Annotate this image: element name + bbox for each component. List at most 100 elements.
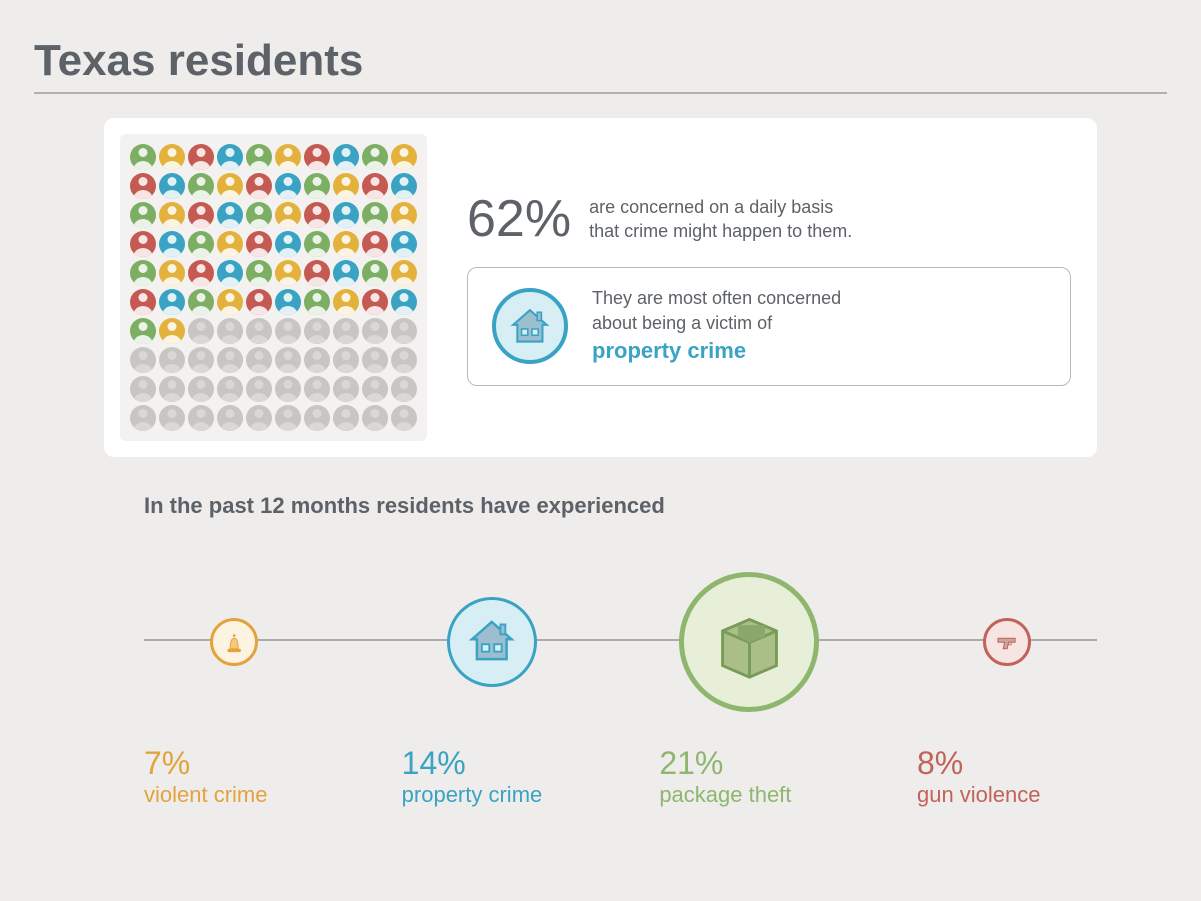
avatar-icon [188, 144, 214, 170]
avatar-icon [391, 289, 417, 315]
avatar-icon [159, 173, 185, 199]
avatar-icon [391, 202, 417, 228]
avatar-icon [159, 376, 185, 402]
avatar-icon [130, 405, 156, 431]
avatar-icon [275, 173, 301, 199]
avatar-icon [188, 260, 214, 286]
avatar-icon [246, 289, 272, 315]
avatar-icon [217, 231, 243, 257]
avatar-icon [362, 405, 388, 431]
avatar-icon [275, 376, 301, 402]
avatar-icon [362, 202, 388, 228]
avatar-icon [333, 318, 359, 344]
experience-label: 8%gun violence [917, 745, 1097, 808]
avatar-icon [217, 347, 243, 373]
avatar-icon [217, 260, 243, 286]
avatar-icon [188, 173, 214, 199]
avatar-icon [275, 231, 301, 257]
page-title: Texas residents [34, 36, 1167, 94]
avatar-icon [130, 260, 156, 286]
avatar-icon [217, 289, 243, 315]
concern-stat: 62% are concerned on a daily basis that … [467, 189, 1071, 249]
avatar-icon [304, 376, 330, 402]
avatar-icon [275, 144, 301, 170]
avatar-icon [333, 376, 359, 402]
avatar-icon [188, 289, 214, 315]
avatar-icon [130, 318, 156, 344]
avatar-icon [304, 347, 330, 373]
avatar-icon [188, 405, 214, 431]
avatar-icon [391, 260, 417, 286]
experience-label: 14%property crime [402, 745, 582, 808]
house-icon [447, 597, 537, 687]
avatar-icon [246, 405, 272, 431]
experience-pct: 14% [402, 745, 582, 782]
avatar-icon [362, 376, 388, 402]
avatar-icon [159, 405, 185, 431]
house-icon [492, 288, 568, 364]
avatar-icon [391, 405, 417, 431]
avatar-icon [130, 347, 156, 373]
experiences-heading: In the past 12 months residents have exp… [144, 493, 1097, 519]
callout-emphasis: property crime [592, 338, 746, 363]
avatar-icon [246, 144, 272, 170]
experience-pct: 8% [917, 745, 1097, 782]
avatar-icon [391, 231, 417, 257]
experience-label: 21%package theft [659, 745, 839, 808]
avatar-icon [217, 202, 243, 228]
avatar-icon [275, 289, 301, 315]
avatar-icon [217, 405, 243, 431]
avatar-icon [159, 202, 185, 228]
avatar-icon [362, 231, 388, 257]
avatar-icon [275, 347, 301, 373]
avatar-icon [362, 289, 388, 315]
concern-callout: They are most often concerned about bein… [467, 267, 1071, 386]
avatar-icon [333, 347, 359, 373]
experience-node [144, 618, 324, 666]
avatar-icon [188, 202, 214, 228]
avatar-icon [304, 318, 330, 344]
experience-pct: 21% [659, 745, 839, 782]
concern-text: are concerned on a daily basis that crim… [589, 195, 852, 244]
concern-card: 62% are concerned on a daily basis that … [104, 118, 1097, 457]
avatar-icon [362, 347, 388, 373]
avatar-icon [333, 144, 359, 170]
avatar-icon [188, 347, 214, 373]
avatar-icon [304, 231, 330, 257]
avatar-icon [159, 144, 185, 170]
avatar-icon [159, 231, 185, 257]
experience-name: property crime [402, 782, 582, 808]
avatar-icon [188, 318, 214, 344]
avatar-icon [246, 202, 272, 228]
avatar-icon [246, 173, 272, 199]
callout-text: They are most often concerned about bein… [592, 286, 841, 367]
avatar-icon [304, 202, 330, 228]
siren-icon [210, 618, 258, 666]
avatar-icon [391, 318, 417, 344]
avatar-icon [304, 289, 330, 315]
avatar-icon [130, 289, 156, 315]
experience-label: 7%violent crime [144, 745, 324, 808]
avatar-icon [391, 173, 417, 199]
avatar-icon [362, 260, 388, 286]
avatar-icon [130, 202, 156, 228]
avatar-icon [159, 289, 185, 315]
experience-node [402, 597, 582, 687]
avatar-icon [159, 260, 185, 286]
avatar-icon [275, 202, 301, 228]
experience-node [917, 618, 1097, 666]
avatar-icon [304, 144, 330, 170]
avatar-icon [217, 318, 243, 344]
avatar-icon [333, 289, 359, 315]
gun-icon [983, 618, 1031, 666]
avatar-icon [246, 376, 272, 402]
avatar-icon [217, 173, 243, 199]
people-pictograph [120, 134, 427, 441]
avatar-icon [304, 260, 330, 286]
avatar-icon [159, 347, 185, 373]
avatar-icon [304, 173, 330, 199]
avatar-icon [275, 405, 301, 431]
avatar-icon [275, 260, 301, 286]
avatar-icon [362, 318, 388, 344]
avatar-icon [217, 376, 243, 402]
